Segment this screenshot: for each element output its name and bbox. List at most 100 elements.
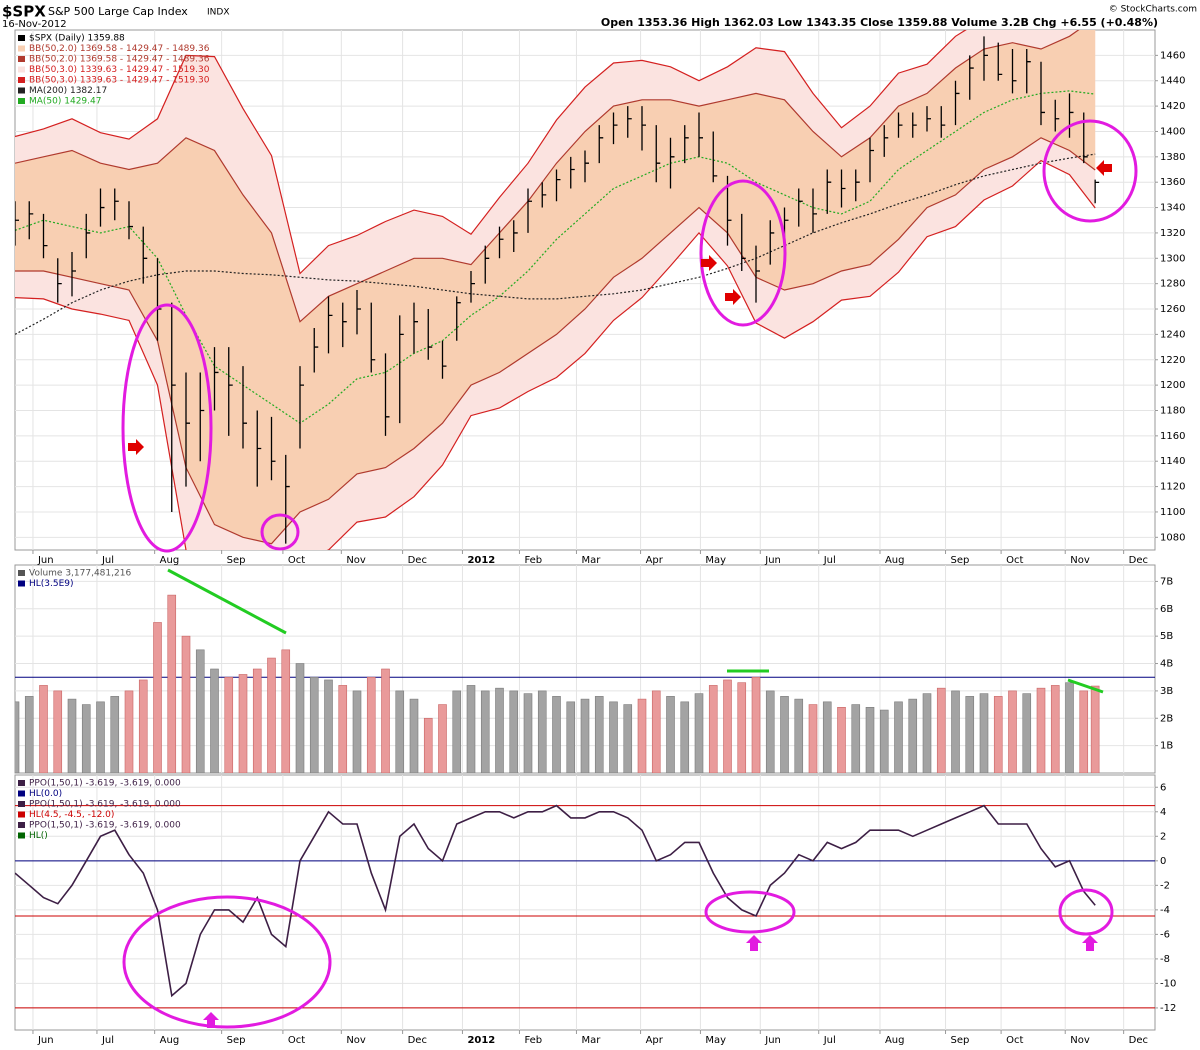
y-tick-label: -4 [1160, 905, 1170, 916]
y-tick-label: 1240 [1160, 329, 1185, 340]
volume-bar [252, 668, 262, 773]
plot-area [15, 594, 1155, 773]
y-tick-label: 1200 [1160, 380, 1185, 391]
exchange: INDX [207, 8, 229, 18]
x-tick-label: Aug [160, 1035, 180, 1046]
x-tick-label: Dec [408, 1035, 427, 1046]
x-tick-label: Aug [885, 1035, 905, 1046]
x-tick-label: May [705, 1035, 726, 1046]
price-bar [855, 169, 860, 202]
y-tick-label: -6 [1160, 929, 1170, 940]
price-bar [128, 201, 133, 240]
price-bar [256, 410, 262, 487]
price-bar [769, 220, 775, 265]
x-tick-label: Nov [346, 555, 366, 566]
volume-bar [409, 698, 419, 773]
circle-annotation [122, 895, 332, 1029]
volume-bar [666, 696, 675, 773]
y-tick-label: -2 [1160, 880, 1170, 891]
price-bar [228, 347, 233, 436]
y-tick-label: 7B [1160, 576, 1173, 587]
legend-label: BB(50,2.0) 1369.58 - 1429.47 - 1489.36 [29, 44, 210, 54]
volume-bar [851, 704, 861, 773]
arrow [1096, 160, 1112, 176]
price-bar [28, 201, 34, 240]
y-tick-label: 1300 [1160, 253, 1185, 264]
price-bar [612, 112, 618, 145]
moving-average [15, 90, 1096, 424]
volume-bar [837, 707, 846, 773]
y-tick-label: 1420 [1160, 101, 1185, 112]
legend-marker [18, 811, 25, 818]
price-bar [755, 245, 760, 303]
x-tick-label: Oct [1006, 555, 1023, 566]
y-tick-label: 1160 [1160, 431, 1185, 442]
legend-label: BB(50,3.0) 1339.63 - 1429.47 - 1519.30 [29, 76, 210, 86]
volume-bar [39, 685, 48, 773]
volume-bar [53, 690, 63, 773]
x-tick-label: Sep [227, 555, 246, 566]
legend-marker [18, 801, 25, 807]
volume-bar [438, 704, 447, 773]
volume-bar [423, 717, 433, 773]
price-bar [812, 188, 817, 233]
y-tick-label: 1260 [1160, 304, 1185, 315]
band-line [15, 159, 1096, 550]
price-bar [327, 296, 333, 354]
volume-bar [708, 685, 718, 773]
volume-bar [509, 690, 519, 773]
volume-bar [822, 701, 832, 773]
x-tick-label: Feb [524, 555, 542, 566]
volume-bar [1079, 690, 1089, 773]
volume-bar [865, 707, 875, 773]
price-bar [741, 213, 746, 271]
price-bar [555, 169, 561, 202]
x-tick-label: 2012 [467, 555, 495, 566]
legend-marker [18, 87, 25, 94]
price-bar [570, 156, 575, 189]
labels: 1B 2B 3B 4B 5B 6B 7B Volume 3,177,481,216HL(3.5… [18, 569, 1173, 752]
price-bar [1094, 179, 1100, 204]
volume-bar [24, 696, 34, 773]
price-bar [954, 80, 960, 126]
price-bar [470, 270, 475, 303]
volume-bar [580, 698, 590, 773]
legend-marker [18, 77, 25, 83]
price-bar [71, 251, 76, 297]
volume-bar [1090, 685, 1100, 773]
price-bar [85, 213, 91, 259]
volume-bar [651, 690, 661, 773]
legend-label: HL(4.5, -4.5, -12.0) [29, 810, 114, 820]
x-tick-label: Aug [885, 555, 905, 566]
volume-bar [153, 622, 162, 773]
legend-marker [18, 45, 25, 52]
x-tick-label: Apr [646, 1035, 664, 1046]
volume-bar [224, 676, 234, 773]
volume-bar [694, 693, 704, 773]
y-tick-label: 2B [1160, 713, 1173, 724]
x-tick-label: Dec [1129, 1035, 1148, 1046]
price-bar [698, 112, 703, 157]
price-bar [242, 366, 247, 449]
price-bar [213, 347, 219, 411]
price-bar [527, 188, 532, 233]
band-line [15, 137, 1096, 545]
volume-bar [167, 594, 177, 773]
band-line [15, 30, 967, 275]
legend-label: HL(3.5E9) [29, 579, 74, 589]
price-bar [641, 106, 646, 151]
y-tick-label: 1140 [1160, 456, 1185, 467]
price-bar [484, 245, 490, 284]
labels: -12 -10 -8 -6 -4 -2 0 2 4 6 Jun Jul Aug Sep Oct Nov Dec 2… [18, 779, 1176, 1046]
y-tick-label: 3B [1160, 686, 1173, 697]
price-bar [655, 125, 661, 183]
volume-bar [1036, 687, 1046, 773]
x-tick-label: Nov [346, 1035, 366, 1046]
y-tick-label: 1100 [1160, 507, 1185, 518]
volume-bar [751, 676, 761, 773]
x-tick-label: Jun [37, 1035, 54, 1046]
x-tick-label: 2012 [467, 1035, 495, 1046]
y-tick-label: 1080 [1160, 532, 1185, 543]
legend-marker [18, 66, 25, 73]
x-tick-label: Jul [823, 555, 836, 566]
